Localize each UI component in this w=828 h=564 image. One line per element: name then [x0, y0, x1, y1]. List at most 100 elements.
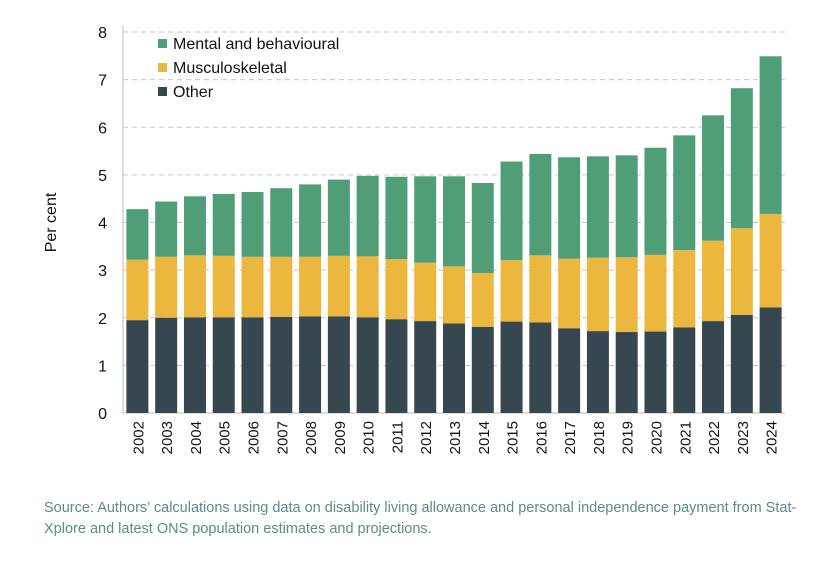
y-axis-label: Per cent: [43, 192, 60, 252]
x-tick-label: 2022: [706, 421, 723, 454]
y-tick-label: 4: [98, 216, 107, 233]
source-note: Source: Authors’ calculations using data…: [44, 500, 797, 537]
x-tick-label: 2006: [246, 421, 263, 454]
bar-musculoskeletal-2018: [586, 257, 609, 332]
bar-other-2017: [558, 328, 581, 413]
bar-mental-and-behavioural-2017: [558, 157, 581, 259]
x-tick-label: 2005: [217, 421, 234, 454]
bar-other-2023: [730, 314, 753, 413]
bar-other-2006: [241, 317, 264, 413]
bar-musculoskeletal-2017: [558, 258, 581, 329]
bar-other-2015: [500, 321, 523, 413]
bar-mental-and-behavioural-2011: [385, 176, 408, 260]
bar-mental-and-behavioural-2015: [500, 161, 523, 261]
bar-musculoskeletal-2009: [327, 255, 350, 317]
bar-other-2002: [126, 320, 149, 413]
bar-other-2024: [759, 307, 782, 413]
bar-musculoskeletal-2011: [385, 259, 408, 320]
x-tick-label: 2007: [274, 421, 291, 454]
y-tick-label: 0: [98, 406, 107, 423]
bar-other-2013: [443, 323, 465, 413]
bar-mental-and-behavioural-2013: [443, 176, 465, 267]
bar-musculoskeletal-2022: [702, 240, 725, 322]
bar-mental-and-behavioural-2009: [327, 179, 350, 256]
x-tick-label: 2004: [188, 421, 205, 454]
bar-mental-and-behavioural-2010: [356, 175, 379, 257]
bar-other-2007: [270, 316, 293, 413]
bar-mental-and-behavioural-2020: [644, 147, 667, 255]
bar-other-2014: [471, 326, 494, 413]
bar-musculoskeletal-2021: [673, 250, 696, 328]
bar-mental-and-behavioural-2006: [241, 192, 264, 257]
bar-other-2019: [615, 332, 638, 413]
x-tick-label: 2018: [591, 421, 608, 454]
bar-musculoskeletal-2004: [183, 255, 206, 318]
bar-musculoskeletal-2015: [500, 260, 523, 322]
bar-musculoskeletal-2020: [644, 254, 667, 332]
bar-musculoskeletal-2014: [471, 272, 494, 327]
bar-mental-and-behavioural-2022: [702, 115, 725, 241]
bar-musculoskeletal-2012: [414, 262, 437, 322]
bar-mental-and-behavioural-2019: [615, 155, 638, 258]
bar-other-2020: [644, 331, 667, 413]
legend-swatch: [158, 39, 167, 48]
x-tick-label: 2014: [476, 421, 493, 454]
bar-musculoskeletal-2019: [615, 257, 638, 333]
y-tick-label: 7: [98, 73, 107, 90]
x-tick-label: 2012: [418, 421, 435, 454]
stacked-bar-chart: 0 1 2 3 4 5 6 7 8 Per cent 2002 2003 2004 2005 2006 200…: [43, 25, 785, 454]
legend-label: Other: [173, 84, 214, 101]
bar-other-2012: [414, 321, 437, 413]
x-tick-label: 2024: [764, 421, 781, 454]
legend-swatch: [158, 87, 167, 96]
bar-musculoskeletal-2002: [126, 259, 149, 321]
y-tick-label: 6: [98, 120, 107, 137]
x-tick-label: 2020: [648, 421, 665, 454]
bar-other-2021: [673, 327, 696, 413]
bar-other-2008: [299, 316, 322, 413]
bar-other-2010: [356, 317, 379, 413]
x-tick-label: 2019: [620, 421, 637, 454]
bar-other-2018: [586, 331, 609, 413]
y-tick-label: 2: [98, 311, 107, 328]
bar-musculoskeletal-2006: [241, 256, 264, 318]
y-tick-label: 3: [98, 263, 107, 280]
legend-label: Mental and behavioural: [173, 36, 339, 53]
bar-mental-and-behavioural-2014: [471, 182, 494, 273]
x-tick-label: 2010: [361, 421, 378, 454]
bar-mental-and-behavioural-2016: [529, 153, 552, 256]
bar-musculoskeletal-2013: [443, 266, 465, 324]
bar-musculoskeletal-2024: [759, 213, 782, 308]
x-tick-label: 2016: [533, 421, 550, 454]
x-tick-label: 2021: [677, 421, 694, 454]
bar-mental-and-behavioural-2004: [183, 196, 206, 256]
bar-other-2016: [529, 322, 552, 413]
bar-musculoskeletal-2016: [529, 255, 552, 323]
bar-musculoskeletal-2003: [155, 256, 178, 318]
bar-musculoskeletal-2008: [299, 256, 322, 317]
x-tick-label: 2009: [332, 421, 349, 454]
x-tick-label: 2003: [159, 421, 176, 454]
bar-musculoskeletal-2010: [356, 256, 379, 318]
bar-mental-and-behavioural-2003: [155, 201, 178, 257]
bar-other-2004: [183, 317, 206, 413]
x-tick-label: 2015: [505, 421, 522, 454]
x-tick-label: 2002: [130, 421, 147, 454]
legend-label: Musculoskeletal: [173, 60, 287, 77]
bar-mental-and-behavioural-2005: [212, 193, 235, 256]
bar-musculoskeletal-2007: [270, 256, 293, 317]
y-tick-label: 8: [98, 25, 107, 42]
bar-mental-and-behavioural-2002: [126, 209, 149, 260]
x-tick-label: 2023: [735, 421, 752, 454]
y-tick-label: 1: [98, 358, 107, 375]
bar-musculoskeletal-2023: [730, 228, 753, 315]
bar-mental-and-behavioural-2007: [270, 188, 293, 257]
legend-swatch: [158, 63, 167, 72]
bar-mental-and-behavioural-2008: [299, 184, 322, 257]
bar-other-2009: [327, 316, 350, 413]
bar-other-2011: [385, 319, 408, 413]
bar-other-2022: [702, 321, 725, 413]
bar-mental-and-behavioural-2023: [730, 88, 753, 229]
bar-mental-and-behavioural-2012: [414, 176, 437, 263]
bar-other-2003: [155, 317, 178, 413]
